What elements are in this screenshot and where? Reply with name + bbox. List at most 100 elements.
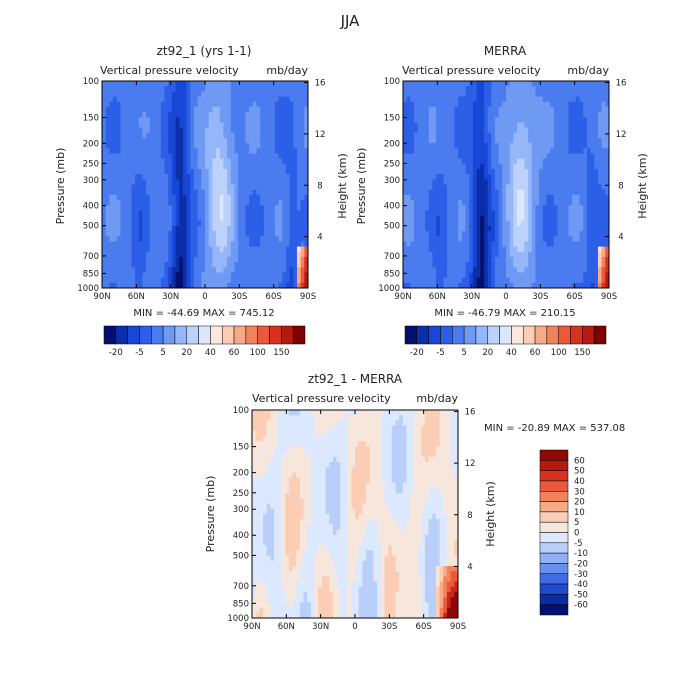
field-cell [241, 256, 246, 263]
field-cell [193, 174, 199, 180]
field-cell [277, 441, 282, 447]
field-cell [550, 143, 555, 149]
field-cell [205, 205, 210, 211]
field-cell [171, 101, 176, 108]
field-cell [116, 272, 121, 279]
field-cell [458, 225, 463, 232]
field-cell [282, 231, 287, 237]
field-cell [260, 251, 265, 258]
field-cell [465, 251, 470, 258]
field-cell [278, 174, 283, 180]
field-cell [267, 277, 272, 284]
field-cell [289, 148, 294, 154]
field-cell [252, 179, 257, 185]
field-cell [267, 96, 272, 103]
field-cell [227, 200, 232, 206]
field-cell [252, 231, 257, 237]
field-cell [149, 168, 154, 175]
field-cell [274, 488, 279, 494]
field-cell [201, 241, 206, 247]
field-cell [131, 220, 136, 227]
field-cell [153, 210, 158, 216]
field-cell [304, 215, 309, 222]
field-cell [590, 81, 595, 87]
field-cell [575, 96, 580, 103]
field-cell [205, 91, 210, 97]
field-cell [131, 168, 136, 175]
field-cell [443, 277, 448, 284]
field-cell [557, 112, 562, 118]
field-cell [550, 81, 555, 87]
field-cell [579, 277, 584, 284]
field-cell [186, 184, 191, 191]
field-cell [469, 210, 474, 216]
field-cell [494, 106, 500, 113]
field-cell [267, 205, 272, 211]
field-cell [255, 498, 260, 504]
field-cell [546, 137, 551, 144]
field-cell [506, 272, 511, 279]
field-cell [579, 148, 584, 154]
field-cell [509, 241, 514, 247]
field-cell [428, 86, 433, 92]
field-cell [300, 256, 305, 263]
field-cell [212, 184, 217, 191]
field-cell [575, 101, 580, 108]
field-cell [179, 184, 184, 191]
field-cell [458, 179, 463, 185]
field-cell [256, 86, 261, 92]
field-cell [149, 163, 154, 170]
field-cell [259, 586, 264, 593]
field-cell [223, 215, 228, 222]
field-cell [520, 86, 525, 92]
field-cell [153, 91, 158, 97]
field-cell [171, 96, 176, 103]
field-cell [267, 210, 272, 216]
field-cell [480, 267, 485, 273]
field-cell [531, 184, 536, 191]
field-cell [414, 251, 419, 258]
field-cell [480, 251, 485, 258]
field-cell [447, 81, 452, 87]
field-cell [164, 241, 169, 247]
field-cell [513, 241, 518, 247]
field-cell [461, 246, 466, 253]
field-cell [465, 200, 470, 206]
field-cell [255, 514, 260, 520]
field-cell [149, 194, 154, 201]
field-cell [458, 215, 463, 222]
field-cell [605, 236, 610, 242]
field-cell [263, 550, 268, 556]
field-cell [465, 282, 470, 289]
field-cell [568, 272, 573, 279]
field-cell [102, 86, 107, 92]
field-cell [135, 194, 140, 201]
field-cell [277, 410, 282, 416]
field-cell [193, 189, 199, 196]
field-cell [230, 205, 235, 211]
field-cell [142, 241, 147, 247]
field-cell [219, 127, 224, 134]
field-cell [135, 189, 140, 196]
colorbar-swatch [103, 325, 117, 345]
field-cell [425, 81, 430, 87]
field-cell [458, 168, 463, 175]
field-cell [252, 514, 257, 520]
panel-merra-stats: MIN = -46.79 MAX = 210.15 [434, 308, 575, 319]
field-cell [480, 127, 485, 134]
field-cell [109, 262, 114, 268]
field-cell [461, 158, 466, 165]
field-cell [564, 272, 569, 279]
field-cell [212, 282, 217, 289]
field-cell [583, 210, 588, 216]
field-cell [208, 148, 213, 154]
field-cell [458, 143, 463, 149]
field-cell [238, 179, 243, 185]
field-cell [267, 122, 272, 128]
field-cell [293, 81, 298, 87]
field-cell [260, 122, 265, 128]
field-cell [425, 153, 430, 160]
field-cell [171, 272, 176, 279]
field-cell [476, 184, 481, 191]
field-cell [205, 220, 210, 227]
